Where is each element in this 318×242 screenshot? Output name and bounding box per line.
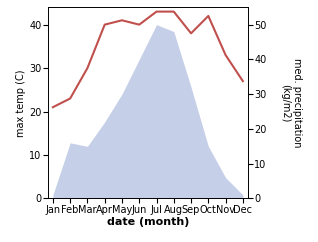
X-axis label: date (month): date (month) <box>107 218 189 227</box>
Y-axis label: max temp (C): max temp (C) <box>16 69 26 136</box>
Y-axis label: med. precipitation
(kg/m2): med. precipitation (kg/m2) <box>280 58 302 148</box>
